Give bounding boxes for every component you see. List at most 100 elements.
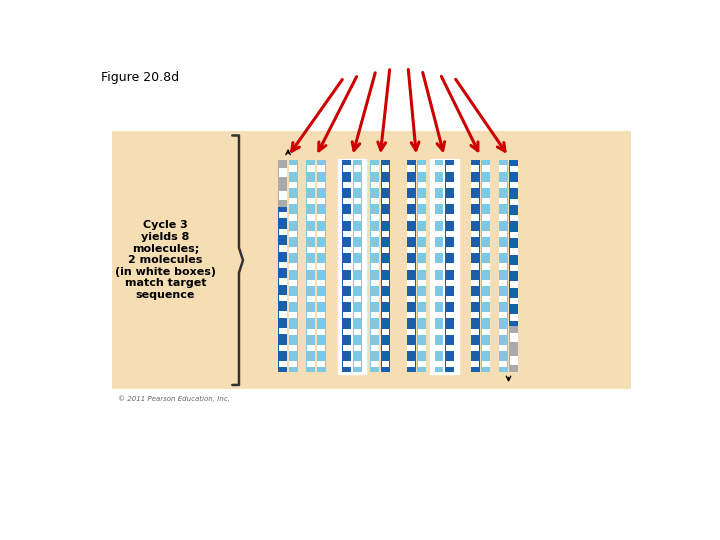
- Bar: [446, 231, 454, 237]
- Bar: [318, 280, 325, 286]
- Bar: [354, 182, 361, 188]
- Bar: [472, 345, 480, 351]
- Bar: [371, 198, 379, 204]
- Bar: [382, 214, 390, 221]
- Bar: [279, 167, 287, 177]
- Bar: [382, 280, 390, 286]
- Bar: [418, 280, 426, 286]
- Bar: [408, 361, 415, 367]
- Bar: [510, 215, 518, 221]
- Bar: [343, 329, 351, 335]
- Bar: [279, 229, 287, 235]
- Bar: [354, 247, 361, 253]
- Bar: [289, 296, 297, 302]
- Bar: [435, 280, 443, 286]
- Bar: [381, 160, 390, 373]
- Bar: [289, 247, 297, 253]
- Bar: [382, 264, 390, 269]
- Bar: [435, 247, 443, 253]
- Bar: [354, 264, 361, 269]
- Bar: [435, 182, 443, 188]
- Bar: [307, 280, 315, 286]
- Bar: [510, 182, 518, 188]
- Bar: [482, 264, 490, 269]
- Bar: [343, 280, 351, 286]
- Bar: [510, 314, 518, 321]
- Bar: [435, 231, 443, 237]
- Bar: [482, 361, 490, 367]
- Bar: [408, 231, 415, 237]
- Bar: [289, 182, 297, 188]
- Bar: [307, 264, 315, 269]
- Bar: [510, 232, 518, 238]
- Bar: [499, 361, 507, 367]
- Bar: [472, 214, 480, 221]
- Bar: [472, 165, 480, 172]
- Bar: [306, 160, 315, 373]
- Bar: [509, 160, 518, 326]
- Bar: [408, 280, 415, 286]
- Bar: [371, 264, 379, 269]
- Bar: [279, 245, 287, 252]
- Bar: [343, 247, 351, 253]
- Bar: [418, 247, 426, 253]
- Bar: [353, 160, 362, 373]
- Bar: [307, 247, 315, 253]
- Bar: [318, 296, 325, 302]
- Bar: [112, 131, 631, 389]
- Bar: [382, 296, 390, 302]
- Bar: [408, 182, 415, 188]
- Bar: [289, 329, 297, 335]
- Bar: [279, 328, 287, 334]
- Bar: [354, 280, 361, 286]
- Bar: [354, 231, 361, 237]
- Bar: [279, 212, 287, 219]
- Bar: [343, 361, 351, 367]
- Bar: [371, 329, 379, 335]
- Bar: [482, 329, 490, 335]
- Bar: [343, 165, 351, 172]
- Bar: [472, 198, 480, 204]
- Bar: [435, 312, 443, 319]
- Bar: [510, 248, 518, 254]
- Text: © 2011 Pearson Education, Inc.: © 2011 Pearson Education, Inc.: [118, 395, 230, 402]
- Bar: [435, 214, 443, 221]
- Bar: [371, 165, 379, 172]
- Bar: [343, 198, 351, 204]
- Bar: [418, 312, 426, 319]
- Bar: [445, 160, 454, 373]
- Bar: [510, 333, 518, 342]
- Bar: [499, 296, 507, 302]
- Bar: [354, 345, 361, 351]
- Bar: [482, 247, 490, 253]
- Bar: [510, 199, 518, 205]
- Bar: [354, 198, 361, 204]
- Bar: [371, 345, 379, 351]
- Bar: [289, 214, 297, 221]
- Bar: [418, 182, 426, 188]
- Bar: [289, 231, 297, 237]
- Bar: [446, 198, 454, 204]
- Bar: [289, 345, 297, 351]
- Bar: [482, 345, 490, 351]
- Bar: [371, 214, 379, 221]
- Bar: [382, 312, 390, 319]
- Bar: [482, 165, 490, 172]
- Bar: [472, 280, 480, 286]
- Bar: [307, 165, 315, 172]
- Bar: [510, 298, 518, 304]
- Bar: [499, 182, 507, 188]
- Text: Cycle 3
yields 8
molecules;
2 molecules
(in white boxes)
match target
sequence: Cycle 3 yields 8 molecules; 2 molecules …: [114, 220, 216, 300]
- Bar: [510, 265, 518, 271]
- Bar: [318, 247, 325, 253]
- Bar: [289, 160, 298, 373]
- Bar: [472, 296, 480, 302]
- Bar: [279, 345, 287, 351]
- Bar: [472, 264, 480, 269]
- Bar: [354, 296, 361, 302]
- Bar: [382, 361, 390, 367]
- Bar: [418, 345, 426, 351]
- Bar: [446, 280, 454, 286]
- Bar: [418, 160, 426, 373]
- Bar: [382, 247, 390, 253]
